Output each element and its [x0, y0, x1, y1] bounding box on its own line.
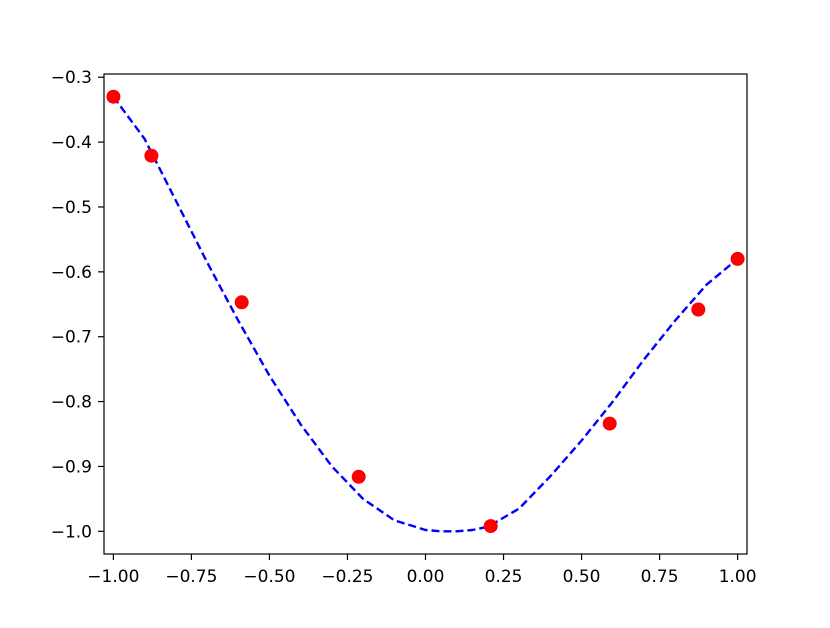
data-point: [730, 251, 745, 266]
data-point: [483, 519, 498, 534]
x-tick-label: 1.00: [719, 567, 757, 587]
plot-area: [104, 74, 747, 554]
series-layer: [112, 95, 739, 533]
y-tick-label: −0.3: [51, 68, 92, 88]
x-tick-label: 0.00: [407, 567, 445, 587]
series-line-0: [112, 95, 739, 533]
data-point: [106, 89, 121, 104]
data-point: [144, 148, 159, 163]
x-axis: −1.00 −0.75 −0.50 −0.25 0.00 0.25 0.50 0.75 1.00: [87, 554, 757, 587]
x-tick-label: 0.25: [485, 567, 523, 587]
y-tick-label: −0.4: [51, 133, 92, 153]
y-tick-label: −0.9: [51, 457, 92, 477]
data-point: [691, 302, 706, 317]
x-tick-label: −0.75: [165, 567, 217, 587]
y-tick-label: −0.6: [51, 263, 92, 283]
data-point: [351, 469, 366, 484]
x-tick-label: 0.75: [641, 567, 679, 587]
x-tick-label: −1.00: [87, 567, 139, 587]
y-tick-label: −0.5: [51, 198, 92, 218]
y-tick-label: −1.0: [51, 522, 92, 542]
x-tick-label: 0.50: [563, 567, 601, 587]
y-axis: −0.3 −0.4 −0.5 −0.6 −0.7 −0.8 −0.9 −1.0: [51, 68, 104, 542]
x-tick-label: −0.50: [243, 567, 295, 587]
x-tick-label: −0.25: [321, 567, 373, 587]
y-tick-label: −0.7: [51, 328, 92, 348]
marker-layer: [106, 89, 745, 534]
y-tick-label: −0.8: [51, 393, 92, 413]
data-point: [234, 295, 249, 310]
data-point: [602, 416, 617, 431]
